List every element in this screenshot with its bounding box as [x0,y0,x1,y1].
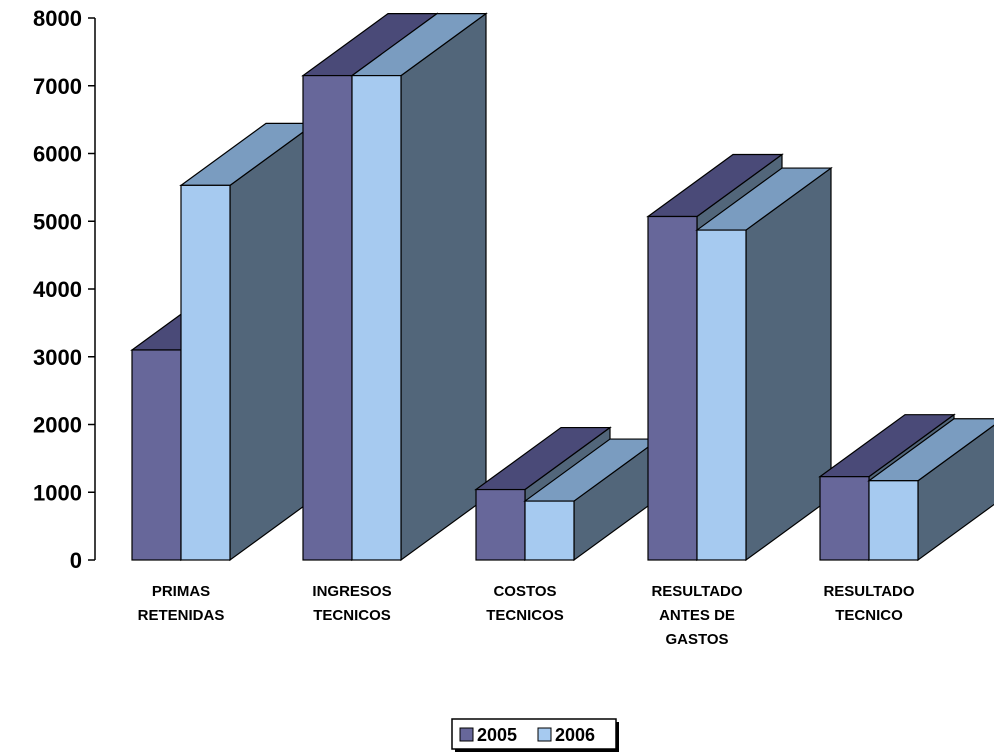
y-tick-label: 6000 [33,142,82,167]
x-tick-label-line: PRIMAS [152,583,210,600]
bar-front-face [302,74,353,561]
x-tick-label-line: INGRESOS [312,583,391,600]
x-tick-label: COSTOS TECNICOS [486,583,564,624]
bar-2006-1 [350,12,488,562]
legend-label-2005: 2005 [477,725,517,745]
legend: 2005 2006 [451,718,619,752]
bar-front-face [868,480,919,561]
x-tick-label-line: RESULTADO [651,583,742,600]
x-tick-label: PRIMAS RETENIDAS [138,583,225,624]
legend-swatch-2005 [459,727,474,742]
legend-swatch-2006 [537,727,552,742]
legend-label-2006: 2006 [555,725,595,745]
bar-front-face [351,74,402,561]
bars-group [130,12,994,562]
bar-front-face [647,215,698,561]
x-tick-label: RESULTADO TECNICO [823,583,914,624]
y-tick-label: 4000 [33,277,82,302]
x-tick-label-line: TECNICOS [486,607,564,624]
bar-2006-3 [695,166,833,562]
y-tick-label: 0 [70,548,82,573]
bar-front-face [524,500,575,561]
y-tick-label: 1000 [33,480,82,505]
bar-side-face [400,12,487,562]
y-tick-label: 3000 [33,345,82,370]
y-axis: 0 1000 2000 3000 4000 5000 6000 7000 8000 [33,6,96,573]
x-tick-label-line: RESULTADO [823,583,914,600]
y-tick-label: 2000 [33,413,82,438]
bar-front-face [475,488,526,561]
x-tick-label-line: ANTES DE [659,607,735,624]
x-tick-label: RESULTADO ANTES DE GASTOS [651,583,742,648]
y-tick-label: 7000 [33,74,82,99]
y-tick-label: 8000 [33,6,82,31]
bar-side-face [229,122,316,562]
bar-2006-4 [867,418,994,562]
x-tick-label-line: COSTOS [493,583,556,600]
bar-side-face [745,166,832,562]
bar-front-face [180,184,231,561]
bar-front-face [696,229,747,561]
bar-2006-0 [179,122,317,562]
x-tick-label-line: GASTOS [665,631,728,648]
x-tick-label-line: TECNICO [835,607,903,624]
bar-front-face [819,476,870,561]
x-tick-label: INGRESOS TECNICOS [312,583,391,624]
x-axis-labels: PRIMAS RETENIDAS INGRESOS TECNICOS COSTOS TEC… [138,583,915,648]
y-tick-label: 5000 [33,209,82,234]
bar-front-face [131,349,182,561]
x-tick-label-line: RETENIDAS [138,607,225,624]
x-tick-label-line: TECNICOS [313,607,391,624]
bar-2006-2 [523,437,661,562]
legend-box [451,718,617,750]
